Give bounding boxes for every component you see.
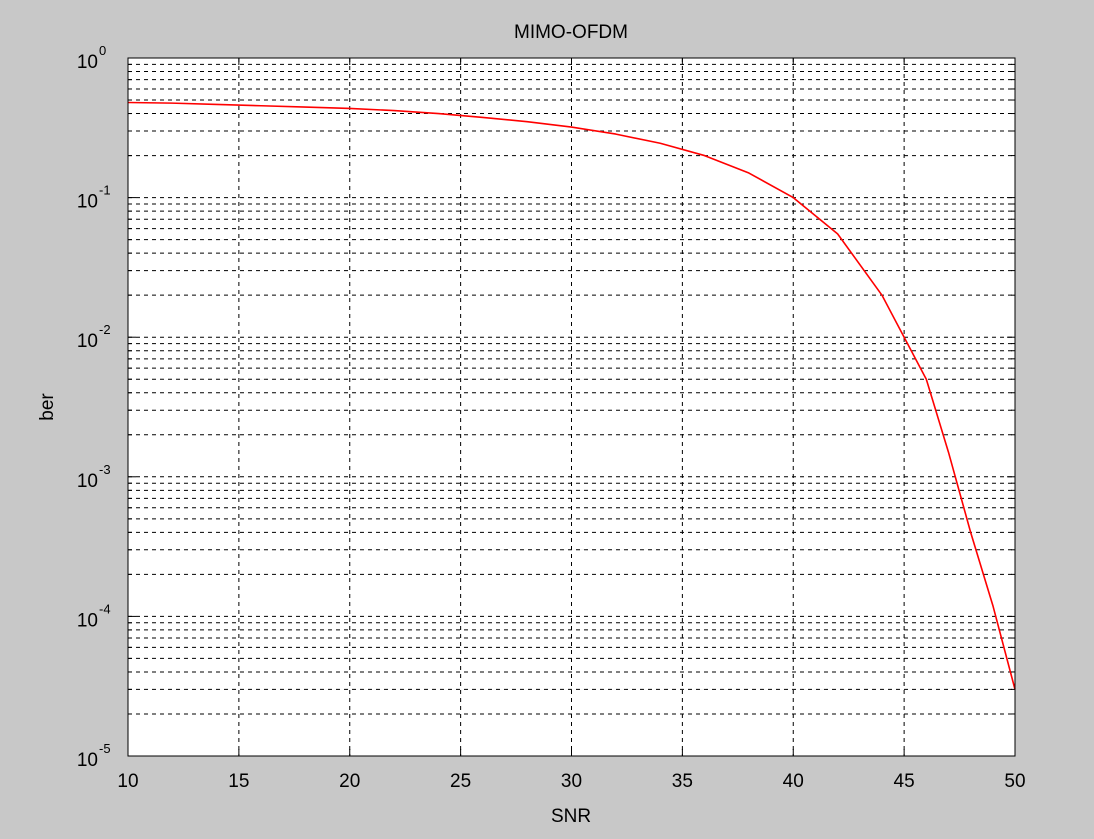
y-tick-label-base: 10 <box>77 750 98 771</box>
tick-marks <box>127 57 1016 757</box>
x-tick-label: 10 <box>117 771 138 792</box>
chart-title: MIMO-OFDM <box>514 22 628 43</box>
y-tick-label-exponent: -1 <box>99 183 111 198</box>
y-axis-label: ber <box>37 393 58 421</box>
y-tick-label: 10-5 <box>77 741 111 771</box>
y-tick-label-base: 10 <box>77 471 98 492</box>
y-tick-label: 10-1 <box>77 183 111 213</box>
y-tick-label-base: 10 <box>77 192 98 213</box>
y-tick-label-exponent: -4 <box>99 601 111 616</box>
y-tick-label: 10-3 <box>77 462 111 492</box>
y-tick-label-exponent: -5 <box>99 741 111 756</box>
y-tick-label: 100 <box>77 43 106 73</box>
x-tick-labels: 10 15 20 25 30 35 40 45 50 <box>117 771 1025 792</box>
x-tick-label: 15 <box>228 771 249 792</box>
x-tick-label: 45 <box>894 771 915 792</box>
plot-area <box>128 58 1015 756</box>
grid-lines <box>128 58 1015 756</box>
y-tick-label-base: 10 <box>77 331 98 352</box>
y-tick-label: 10-4 <box>77 601 111 631</box>
y-tick-label-base: 10 <box>77 52 98 73</box>
x-tick-label: 40 <box>783 771 804 792</box>
y-tick-label-exponent: -3 <box>99 462 111 477</box>
x-tick-label: 50 <box>1004 771 1025 792</box>
series-layer <box>127 101 1016 690</box>
y-tick-label-exponent: -2 <box>99 322 111 337</box>
x-tick-label: 25 <box>450 771 471 792</box>
y-tick-label: 10-2 <box>77 322 111 352</box>
x-tick-label: 30 <box>561 771 582 792</box>
x-axis-label: SNR <box>551 806 591 827</box>
y-tick-label-base: 10 <box>77 610 98 631</box>
series-line-0 <box>127 101 1016 690</box>
y-tick-label-exponent: 0 <box>99 43 106 58</box>
x-tick-label: 35 <box>672 771 693 792</box>
x-tick-label: 20 <box>339 771 360 792</box>
